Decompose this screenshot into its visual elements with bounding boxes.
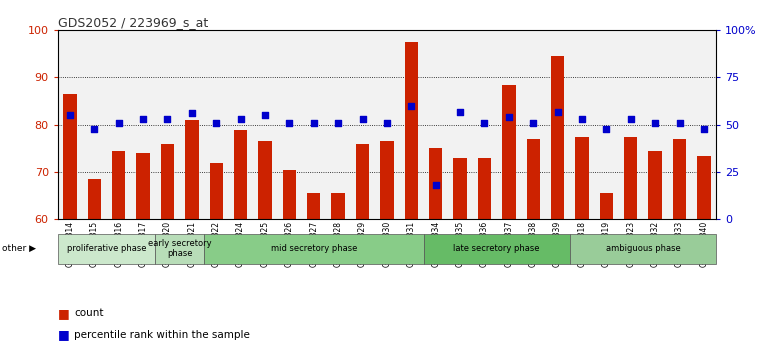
Bar — [575, 137, 589, 219]
Point — [283, 120, 296, 126]
Bar — [112, 151, 126, 219]
Point — [478, 120, 490, 126]
Text: early secretory
phase: early secretory phase — [148, 239, 212, 258]
Bar — [454, 158, 467, 219]
Point — [112, 120, 125, 126]
Point — [234, 116, 246, 122]
Point — [576, 116, 588, 122]
Point — [380, 120, 393, 126]
Text: late secretory phase: late secretory phase — [454, 244, 540, 253]
Bar — [697, 155, 711, 219]
Bar — [161, 144, 174, 219]
Bar — [673, 139, 686, 219]
Point — [137, 116, 149, 122]
Bar — [600, 193, 613, 219]
Bar — [136, 153, 150, 219]
Point — [624, 116, 637, 122]
Point — [210, 120, 223, 126]
Bar — [429, 148, 443, 219]
Point — [357, 116, 369, 122]
Point — [503, 114, 515, 120]
Text: GDS2052 / 223969_s_at: GDS2052 / 223969_s_at — [58, 16, 208, 29]
Point — [88, 126, 100, 131]
Point — [332, 120, 344, 126]
Point — [527, 120, 539, 126]
Bar — [307, 193, 320, 219]
Point — [454, 109, 466, 114]
Bar — [185, 120, 199, 219]
Text: mid secretory phase: mid secretory phase — [270, 244, 357, 253]
Bar — [283, 170, 296, 219]
Point — [186, 110, 198, 116]
Bar — [477, 158, 491, 219]
Point — [64, 113, 76, 118]
Point — [405, 103, 417, 109]
Text: other ▶: other ▶ — [2, 244, 35, 253]
Bar — [88, 179, 101, 219]
Point — [649, 120, 661, 126]
Bar — [258, 141, 272, 219]
Bar — [624, 137, 638, 219]
Bar — [551, 56, 564, 219]
Text: proliferative phase: proliferative phase — [67, 244, 146, 253]
Point — [698, 126, 710, 131]
Bar — [404, 42, 418, 219]
Text: ■: ■ — [58, 328, 69, 341]
Bar — [527, 139, 540, 219]
Point — [673, 120, 685, 126]
Bar — [648, 151, 662, 219]
Text: ■: ■ — [58, 307, 69, 320]
Point — [601, 126, 613, 131]
Text: percentile rank within the sample: percentile rank within the sample — [74, 330, 249, 339]
Bar — [380, 141, 393, 219]
Text: ambiguous phase: ambiguous phase — [605, 244, 681, 253]
Bar — [356, 144, 370, 219]
Point — [307, 120, 320, 126]
Bar — [502, 85, 516, 219]
Point — [551, 109, 564, 114]
Point — [161, 116, 173, 122]
Bar — [234, 130, 247, 219]
Bar — [331, 193, 345, 219]
Text: count: count — [74, 308, 103, 318]
Bar — [209, 162, 223, 219]
Point — [430, 183, 442, 188]
Point — [259, 113, 271, 118]
Bar — [63, 94, 77, 219]
